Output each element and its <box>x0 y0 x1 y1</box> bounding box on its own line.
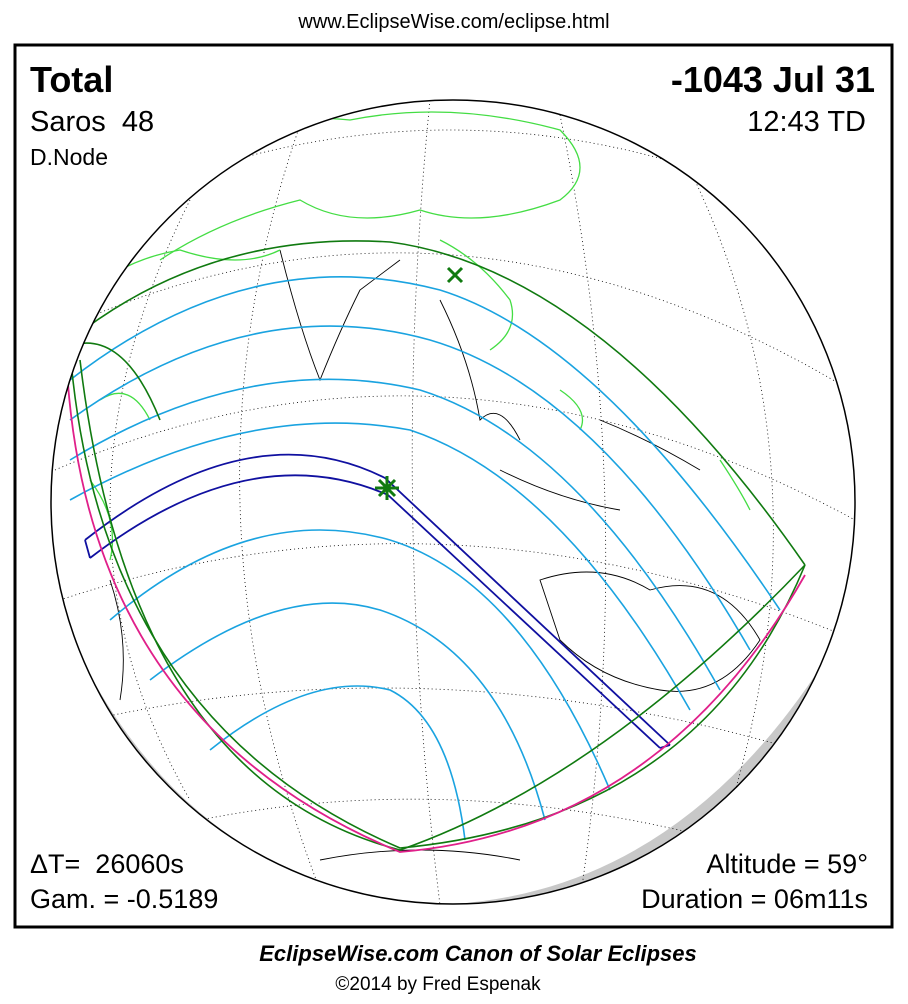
eclipse-type: Total <box>30 59 113 100</box>
footer-credit: ©2014 by Fred Espenak <box>335 974 541 995</box>
greatest-duration-marker <box>375 476 399 500</box>
time: 12:43 TD <box>747 106 866 138</box>
greatest-eclipse-marker <box>446 266 464 284</box>
delta-t: ΔT= 26060s <box>30 849 184 879</box>
duration: Duration = 06m11s <box>641 884 868 914</box>
gamma: Gam. = -0.5189 <box>30 884 218 914</box>
saros: Saros 48 <box>30 106 154 138</box>
node: D.Node <box>30 144 108 170</box>
footer-title: EclipseWise.com Canon of Solar Eclipses <box>259 941 697 966</box>
url: www.EclipseWise.com/eclipse.html <box>297 11 609 33</box>
globe-outline <box>50 99 856 905</box>
date: -1043 Jul 31 <box>671 59 875 100</box>
graticule <box>54 100 855 904</box>
altitude: Altitude = 59° <box>706 849 868 879</box>
